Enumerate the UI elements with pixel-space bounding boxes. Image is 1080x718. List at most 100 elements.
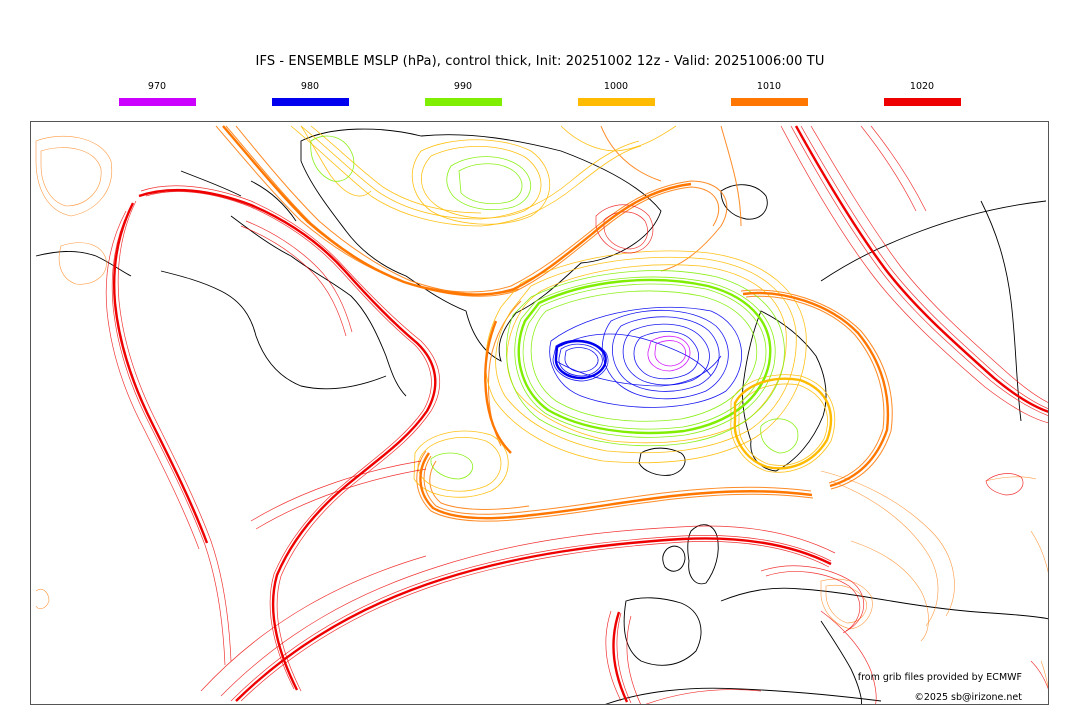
- isobar-1000-north-c: [310, 125, 482, 214]
- isobar-1000-north-d: [560, 125, 677, 152]
- isobar-1020-iberia-b: [616, 612, 632, 704]
- isobar-1010-scand-a: [740, 289, 893, 490]
- control-1020-east: [794, 125, 1048, 413]
- ireland-coast: [662, 545, 686, 572]
- isobar-1010-loop-c: [416, 450, 814, 522]
- map-frame: [30, 121, 1049, 705]
- isobar-1010-east: [1030, 530, 1048, 573]
- isobar-1020-atlantic-a: [230, 535, 832, 702]
- isobar-1020-east-c: [810, 125, 1048, 403]
- isobar-980-low-c: [564, 347, 599, 373]
- isobars-1010-members: [35, 135, 1048, 688]
- isobar-1020-barents-a: [595, 204, 654, 254]
- isobar-970-b: [654, 340, 687, 367]
- control-1020-iberia: [612, 611, 629, 703]
- isobar-1020-atlantic-e: [250, 460, 422, 522]
- isobars-990: [310, 135, 799, 480]
- isobar-980-outer: [549, 306, 742, 408]
- iberia-coast: [623, 597, 702, 666]
- control-1010-loop: [419, 452, 813, 520]
- map-title: IFS - ENSEMBLE MSLP (hPa), control thick…: [255, 54, 825, 69]
- legend-item-980: 980: [270, 80, 350, 106]
- isobar-1020-canada-d: [111, 205, 226, 666]
- legend-label: 970: [147, 81, 167, 92]
- isobar-1020-atlantic-c: [220, 525, 836, 697]
- control-1020-canada: [138, 188, 437, 691]
- legend-swatch: [424, 98, 502, 106]
- isobar-980-main-d: [633, 331, 699, 380]
- legend-label: 1000: [603, 81, 629, 92]
- isobar-990-greenland-b: [458, 163, 523, 205]
- isobar-990-greenland-a: [446, 156, 532, 211]
- isobar-1020-east-b: [800, 125, 1048, 409]
- legend-item-990: 990: [423, 80, 503, 106]
- isobar-970-a: [647, 335, 691, 372]
- russia-coast: [820, 200, 1047, 282]
- isobar-990-main-a: [530, 290, 758, 422]
- scandinavia-coast: [742, 310, 827, 472]
- isobar-1020-italy: [820, 610, 877, 704]
- control-1000-scand: [733, 377, 833, 470]
- isobar-980-bridge-b: [555, 355, 722, 387]
- control-1020-atlantic: [235, 537, 832, 702]
- isobars-970: [647, 335, 691, 372]
- isobar-1010-scand-b: [745, 295, 885, 484]
- isobars-1020: [105, 125, 1048, 704]
- isobar-1000-main-a: [506, 264, 787, 444]
- isobar-1020-atlantic-d: [200, 555, 427, 692]
- isobar-1020-barents-b: [603, 211, 648, 250]
- legend-label: 980: [300, 81, 320, 92]
- copyright-credit: ©2025 sb@irizone.net: [914, 692, 1022, 703]
- isobar-1000-scand-a: [730, 374, 835, 473]
- control-990-main: [517, 278, 772, 435]
- isobar-1020-east-e: [860, 125, 917, 212]
- hudson-coast: [160, 270, 387, 390]
- isobar-1010-alaska: [58, 242, 107, 285]
- isobar-1010-band-b: [225, 125, 720, 297]
- svalbard-coast: [720, 184, 768, 220]
- isobar-1020-iberia-a: [605, 610, 622, 702]
- isobar-1020-med-b: [765, 571, 861, 634]
- isobar-1000-greenland-low-2: [421, 146, 542, 219]
- isobar-990-main-c: [514, 276, 776, 438]
- isobar-990-south: [430, 452, 473, 480]
- isobar-1000-southern-low: [417, 437, 502, 492]
- isobar-1010-band-a: [215, 125, 728, 293]
- legend-swatch: [730, 98, 808, 106]
- isobar-990-main-b: [522, 283, 767, 430]
- isobar-980-main-c: [622, 323, 710, 386]
- isobar-1020-canada-c: [117, 200, 232, 662]
- isobar-990-scand: [760, 418, 799, 454]
- isobar-1020-small-east: [985, 473, 1024, 496]
- iceland-coast: [638, 447, 686, 476]
- isobar-980-main-a: [602, 309, 729, 400]
- legend-swatch: [883, 98, 961, 106]
- isobar-1020-canada-e: [105, 210, 200, 550]
- isobar-1010-north-a: [600, 125, 662, 182]
- isobar-1010-europe-1: [820, 470, 955, 617]
- isobar-1020-africa: [645, 689, 762, 704]
- isobar-1020-med-a: [760, 565, 865, 632]
- isobar-map: [35, 125, 1048, 704]
- isobar-1000-north-a: [290, 125, 642, 227]
- isobar-1020-hudson-b: [245, 220, 353, 333]
- isobar-980-low-b: [558, 343, 603, 377]
- isobar-1020-hudson-a: [240, 225, 347, 337]
- isobar-1010-east-2: [1040, 660, 1048, 688]
- isobar-1010-europe-3: [850, 540, 929, 642]
- isobar-1010-europe-2: [830, 480, 939, 627]
- legend-swatch: [271, 98, 349, 106]
- isobars-1000: [290, 125, 835, 498]
- isobar-1000-north-b: [300, 125, 640, 220]
- isobar-990-west-a: [310, 135, 355, 182]
- isobar-990-main-d: [506, 270, 785, 447]
- legend-item-1010: 1010: [729, 80, 809, 106]
- legend-item-1020: 1020: [882, 80, 962, 106]
- europe-coast: [720, 587, 1048, 620]
- isobar-1010-med: [820, 578, 873, 630]
- isobar-1000-greenland-low: [412, 139, 551, 225]
- britain-coast: [687, 524, 719, 585]
- control-980-low: [554, 339, 607, 380]
- legend-item-1000: 1000: [576, 80, 656, 106]
- control-1010-scand: [742, 291, 890, 488]
